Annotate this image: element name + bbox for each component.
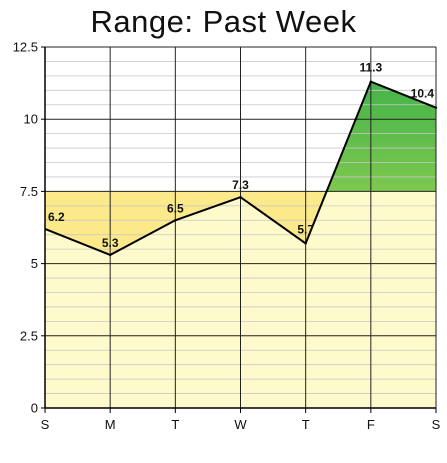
data-point [174,219,177,222]
data-label: 7.3 [232,178,249,192]
y-tick-label: 7.5 [20,184,38,199]
chart-title: Range: Past Week [90,4,357,39]
data-point [239,195,242,199]
y-tick-label: 2.5 [20,328,38,343]
data-label: 6.5 [167,201,184,215]
data-labels: 6.2 5.3 6.5 7.3 5.7 11.3 10.4 [48,61,434,250]
y-tick-label: 10 [24,112,38,127]
data-point [369,80,373,83]
x-tick-label: S [432,417,441,432]
x-tick-label: W [234,417,247,432]
data-point [304,242,307,245]
data-point [108,253,112,257]
x-tick-label: F [367,417,375,432]
axes: 0 2.5 5 7.5 10 12.5 S M T W T F S [13,40,441,433]
x-tick-label: S [41,417,50,432]
y-tick-label: 5 [31,256,38,271]
area-below-threshold [45,191,436,255]
y-tick-label: 12.5 [13,40,38,55]
data-label: 10.4 [411,87,435,101]
x-tick-label: M [105,417,116,432]
data-label: 5.7 [297,222,314,236]
x-tick-label: T [171,417,179,432]
x-tick-label: T [302,417,310,432]
data-label: 5.3 [102,236,119,250]
data-label: 6.2 [48,210,65,224]
series-line [45,80,438,257]
data-point [45,227,47,231]
data-label: 11.3 [359,61,382,75]
y-tick-label: 0 [31,401,38,416]
data-point [434,106,438,109]
